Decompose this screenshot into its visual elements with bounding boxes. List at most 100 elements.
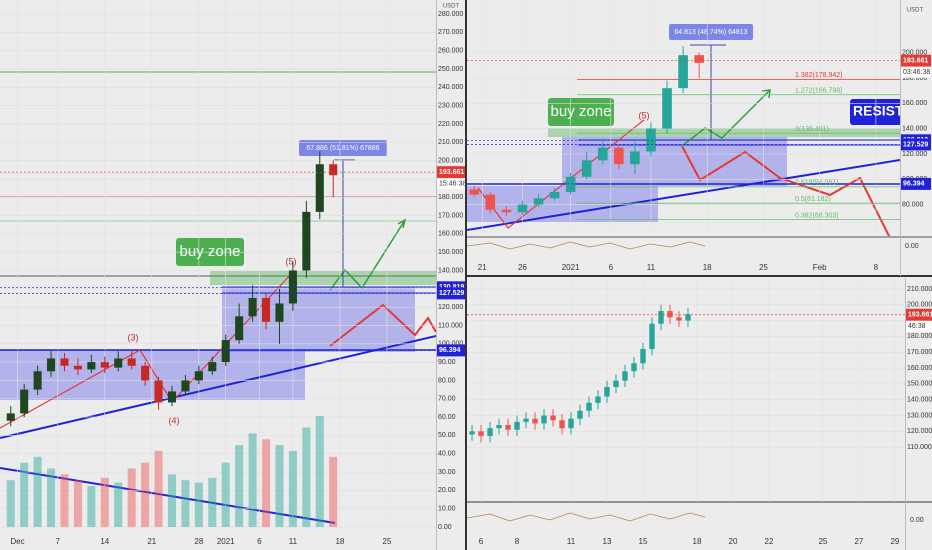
forecast-line (681, 145, 891, 236)
y-tick-label: 130.000 (907, 412, 932, 419)
y-tick-label: 270.000 (438, 29, 463, 36)
x-tick-label: 18 (693, 537, 702, 546)
candle-body (496, 425, 502, 429)
x-tick-label: 25 (818, 537, 827, 546)
volume-bar (141, 462, 150, 527)
candle-body (550, 415, 556, 421)
wave-label: (5) (286, 256, 297, 266)
countdown-box (906, 320, 932, 332)
x-tick-label: 11 (289, 537, 298, 546)
forecast-arrow (329, 219, 406, 291)
y-tick-label: 140.000 (902, 126, 927, 133)
candle-body (640, 349, 646, 364)
y-tick-label: 230.000 (438, 102, 463, 109)
candle-body (613, 380, 619, 388)
candle-body (678, 55, 688, 89)
y-tick-label: 80.00 (438, 377, 456, 384)
candle-body (47, 358, 56, 372)
x-tick-label: 26 (518, 263, 527, 272)
candle-body (141, 365, 150, 381)
volume-bar (221, 462, 230, 527)
candle-body (87, 362, 96, 370)
countdown: 03:46:38 (903, 69, 930, 76)
y-tick-label: 180.000 (438, 194, 463, 201)
volume-bar (329, 456, 338, 527)
y-tick-label: 120.000 (907, 428, 932, 435)
x-tick-label: 6 (609, 263, 614, 272)
arrow-head (397, 218, 407, 229)
countdown: 15:46:38 (439, 181, 466, 188)
candle-body (533, 198, 544, 205)
candle-body (658, 311, 664, 324)
measure-label: 67.886 (51.81%) 67886 (306, 145, 379, 152)
panel-2-data: 1.382(178.942) 1.272(166.798) 1(136.401) 0.… (467, 0, 900, 236)
x-tick-label: 29 (890, 537, 899, 546)
x-tick-label: Feb (813, 263, 827, 272)
forecast-line (329, 303, 436, 347)
candle-body (6, 413, 15, 421)
price-tag-label: 193.661 (903, 58, 928, 65)
volume-bar (87, 486, 96, 527)
price-tag (901, 138, 931, 151)
x-tick-label: 27 (854, 537, 863, 546)
x-tick-label: 7 (56, 537, 61, 546)
y-tick-label: 120.000 (902, 151, 927, 158)
y-tick-label: 200.000 (438, 157, 463, 164)
price-tag (437, 287, 467, 300)
x-tick-label: 2021 (217, 537, 235, 546)
x-tick-label: 14 (100, 537, 109, 546)
candle-body (676, 317, 682, 321)
trend-line (0, 335, 436, 439)
y-tick-label: 80.000 (902, 202, 924, 209)
x-tick-label: 25 (759, 263, 768, 272)
volume-bar (275, 445, 284, 527)
candle-body (501, 209, 512, 213)
y-tick-label: 100.000 (438, 341, 463, 348)
oscillator-line (466, 241, 706, 250)
volume-bar (100, 477, 109, 527)
candle-body (262, 297, 271, 322)
y-tick-label: 50.00 (438, 432, 456, 439)
candle-body (302, 211, 311, 271)
volume-bar (20, 462, 29, 527)
candle-body (221, 340, 230, 363)
candle-body (469, 431, 475, 435)
candle-body (505, 425, 511, 430)
price-tag (437, 166, 467, 179)
candle-body (114, 358, 123, 368)
candle-body (595, 396, 601, 403)
wave-line (0, 271, 294, 429)
y-tick-label: 140.000 (438, 267, 463, 274)
volume-bar (47, 468, 56, 527)
oscillator-line (466, 512, 706, 522)
volume-bar (288, 450, 297, 527)
wave-label: (4) (169, 415, 180, 425)
resistance-clip: RESISTA (850, 99, 913, 125)
price-tag-label: 96.394 (903, 181, 925, 188)
y-tick-label: 210.000 (438, 139, 463, 146)
y-tick-label: 20.00 (438, 487, 456, 494)
candle-body (73, 365, 82, 370)
price-tag-label: 193.661 (439, 169, 464, 176)
y-tick-label: 90.00 (438, 359, 456, 366)
y-tick-label: 110.000 (438, 322, 463, 329)
candle-body (478, 431, 484, 437)
wave-label: (3) (128, 332, 139, 342)
y-tick-label: 210.000 (907, 286, 932, 293)
panel-3-axes: 110.000 120.000 130.000 140.000 150.000 160.0… (479, 286, 932, 546)
countdown-box (901, 66, 931, 78)
countdown-box (437, 178, 467, 190)
volume-bar (167, 474, 177, 527)
volume-bar (302, 427, 311, 527)
price-tag (437, 344, 467, 357)
zone-label: buy zone (180, 243, 241, 260)
resistance-label: RESISTA (853, 103, 913, 119)
candle-body (100, 362, 109, 368)
candle-body (235, 316, 244, 341)
x-tick-label: 22 (765, 537, 774, 546)
panel-1-axes: 0.00 10.00 20.00 30.00 40.00 50.00 60.00 70.00 8… (10, 11, 467, 546)
fib-label: 0.382(68.303) (795, 212, 839, 219)
x-tick-label: 13 (603, 537, 612, 546)
candle-body (315, 164, 324, 212)
